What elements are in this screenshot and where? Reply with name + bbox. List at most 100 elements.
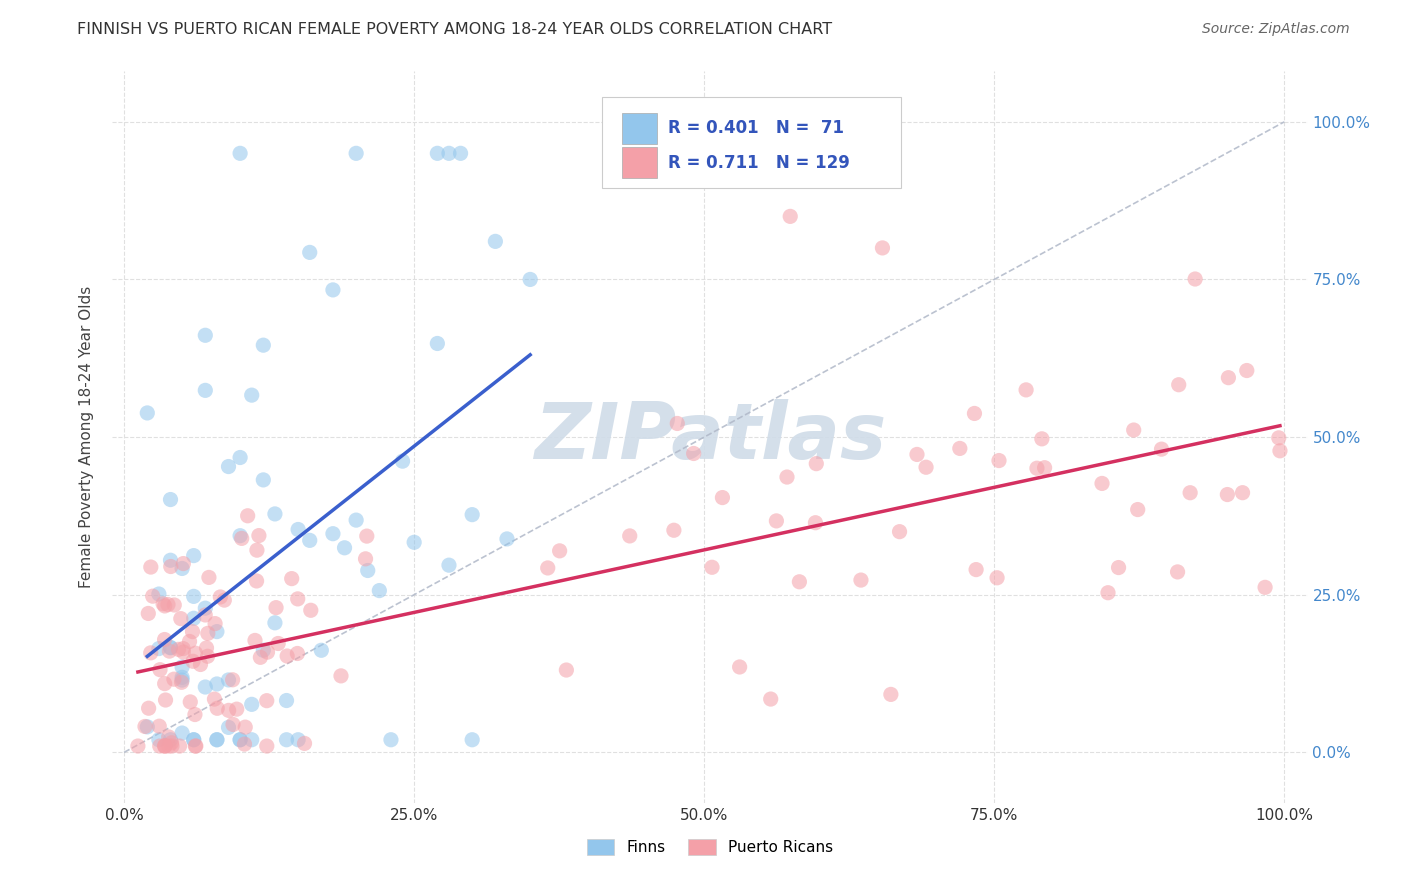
Text: R = 0.711   N = 129: R = 0.711 N = 129: [668, 153, 851, 172]
Point: [298, 533, 321, 548]
Point: [157, 730, 180, 744]
Point: [1254, 580, 1277, 594]
Point: [437, 146, 460, 161]
Point: [537, 561, 560, 575]
Point: [229, 146, 252, 161]
Point: [333, 541, 356, 555]
Point: [197, 649, 219, 664]
Point: [157, 739, 180, 753]
Point: [169, 739, 191, 753]
Point: [184, 739, 207, 753]
Point: [167, 642, 190, 657]
Point: [1232, 485, 1254, 500]
Point: [179, 695, 201, 709]
Point: [789, 574, 811, 589]
Point: [252, 473, 274, 487]
Point: [256, 739, 278, 753]
Point: [354, 551, 377, 566]
Point: [287, 647, 309, 661]
Point: [1167, 377, 1189, 392]
Point: [240, 698, 263, 712]
Point: [276, 648, 298, 663]
Point: [915, 460, 938, 475]
Point: [148, 641, 170, 656]
Point: [311, 643, 333, 657]
Point: [194, 601, 217, 615]
Point: [619, 529, 641, 543]
Point: [256, 645, 278, 659]
Point: [1167, 565, 1189, 579]
Point: [139, 646, 162, 660]
Point: [276, 693, 298, 707]
Point: [776, 470, 799, 484]
Point: [287, 523, 309, 537]
Point: [163, 672, 186, 686]
Point: [229, 529, 252, 543]
Point: [872, 241, 894, 255]
Point: [404, 535, 426, 549]
Point: [880, 687, 903, 701]
Point: [152, 597, 174, 611]
Point: [236, 508, 259, 523]
Point: [666, 417, 689, 431]
Point: [804, 516, 827, 530]
Point: [153, 739, 176, 753]
Point: [294, 736, 316, 750]
Point: [153, 739, 176, 753]
Point: [183, 590, 205, 604]
Point: [1150, 442, 1173, 457]
Point: [138, 701, 160, 715]
Point: [905, 447, 928, 461]
Point: [205, 732, 228, 747]
Point: [426, 336, 449, 351]
Point: [1097, 585, 1119, 599]
Point: [765, 514, 787, 528]
Point: [204, 692, 226, 706]
Point: [280, 572, 302, 586]
Point: [221, 673, 243, 687]
Point: [322, 526, 344, 541]
Point: [136, 406, 159, 420]
Point: [139, 560, 162, 574]
Point: [264, 507, 287, 521]
Point: [218, 703, 240, 717]
Point: [1122, 423, 1144, 437]
Point: [484, 235, 506, 249]
Point: [214, 593, 236, 607]
Point: [183, 549, 205, 563]
Point: [889, 524, 911, 539]
Point: [287, 732, 309, 747]
Point: [426, 146, 449, 161]
Point: [134, 719, 156, 733]
Point: [548, 544, 571, 558]
Point: [159, 732, 181, 747]
Point: [1268, 431, 1291, 445]
Point: [356, 529, 378, 543]
Point: [299, 603, 322, 617]
Point: [1108, 560, 1130, 574]
Point: [148, 732, 170, 747]
Point: [357, 564, 380, 578]
Point: [183, 732, 205, 747]
Point: [209, 590, 232, 604]
Point: [344, 513, 367, 527]
Point: [247, 528, 270, 542]
Point: [240, 732, 263, 747]
Point: [264, 615, 287, 630]
Point: [149, 739, 172, 753]
Point: [205, 732, 228, 747]
Point: [1218, 370, 1240, 384]
Point: [225, 702, 247, 716]
Point: [1236, 363, 1258, 377]
Point: [256, 694, 278, 708]
Point: [172, 641, 194, 656]
Legend: Finns, Puerto Ricans: Finns, Puerto Ricans: [581, 833, 839, 861]
Point: [205, 624, 228, 639]
FancyBboxPatch shape: [621, 113, 658, 144]
Point: [218, 459, 240, 474]
Point: [222, 717, 245, 731]
Point: [1031, 432, 1053, 446]
Point: [159, 492, 181, 507]
Point: [153, 676, 176, 690]
Point: [172, 673, 194, 687]
